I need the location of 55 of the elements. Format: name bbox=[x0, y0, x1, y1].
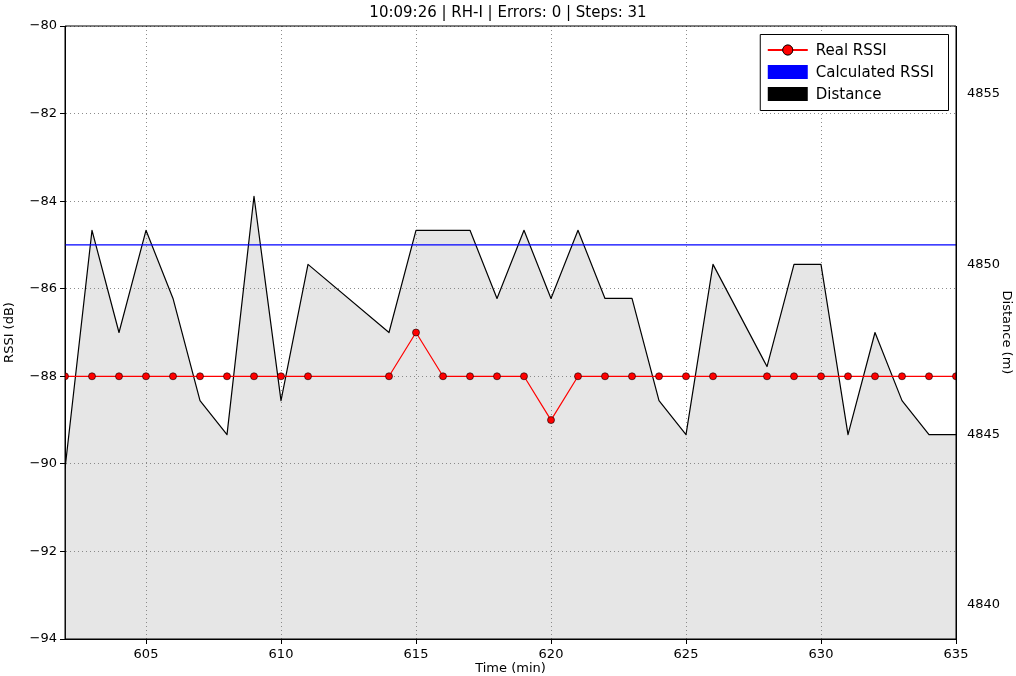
point bbox=[520, 372, 528, 381]
x-axis-title: Time (min) bbox=[474, 659, 546, 675]
legend-label: Real RSSI bbox=[815, 40, 887, 59]
point bbox=[412, 328, 420, 337]
y-tick-label: −84 bbox=[29, 192, 57, 208]
x-tick-label: 630 bbox=[808, 646, 834, 662]
point bbox=[493, 372, 501, 381]
x-tick-label: 625 bbox=[673, 646, 699, 662]
y-tick-label: −82 bbox=[29, 104, 57, 120]
y-tick-label: −94 bbox=[29, 630, 57, 646]
point bbox=[250, 372, 258, 381]
y2-tick-label: 4840 bbox=[967, 596, 1001, 612]
point bbox=[304, 372, 312, 381]
point bbox=[196, 372, 204, 381]
point bbox=[844, 372, 852, 381]
point bbox=[925, 372, 933, 381]
x-tick-label: 635 bbox=[943, 646, 969, 662]
y-tick-label: −92 bbox=[29, 542, 57, 558]
point bbox=[682, 372, 690, 381]
point bbox=[898, 372, 906, 381]
point bbox=[871, 372, 879, 381]
point bbox=[574, 372, 582, 381]
x-tick-label: 610 bbox=[268, 646, 294, 662]
point bbox=[790, 372, 798, 381]
point bbox=[169, 372, 177, 381]
y-tick-label: −90 bbox=[29, 455, 57, 471]
point bbox=[277, 372, 285, 381]
y2-tick-label: 4855 bbox=[967, 85, 1001, 101]
x-tick-label: 605 bbox=[133, 646, 159, 662]
point bbox=[628, 372, 636, 381]
point bbox=[709, 372, 717, 381]
y2-tick-label: 4850 bbox=[967, 255, 1001, 271]
y2-tick-label: 4845 bbox=[967, 426, 1001, 442]
point bbox=[439, 372, 447, 381]
point bbox=[115, 372, 123, 381]
x-tick-label: 620 bbox=[538, 646, 564, 662]
y-tick-label: −88 bbox=[29, 367, 57, 383]
point bbox=[466, 372, 474, 381]
point bbox=[88, 372, 96, 381]
y2-axis-title: Distance (m) bbox=[999, 290, 1015, 375]
point bbox=[763, 372, 771, 381]
legend-label: Distance bbox=[815, 84, 882, 103]
point bbox=[142, 372, 150, 381]
legend-label: Calculated RSSI bbox=[815, 62, 935, 81]
y-axis-title: RSSI (dB) bbox=[1, 302, 17, 363]
y-tick-label: −86 bbox=[29, 280, 57, 296]
chart-title: 10:09:26 | RH-I | Errors: 0 | Steps: 31 bbox=[369, 2, 647, 21]
point bbox=[601, 372, 609, 381]
y-tick-label: −80 bbox=[29, 17, 57, 33]
point bbox=[817, 372, 825, 381]
point bbox=[385, 372, 393, 381]
point bbox=[223, 372, 231, 381]
point bbox=[547, 416, 555, 424]
point bbox=[655, 372, 663, 381]
x-tick-label: 615 bbox=[403, 646, 429, 662]
